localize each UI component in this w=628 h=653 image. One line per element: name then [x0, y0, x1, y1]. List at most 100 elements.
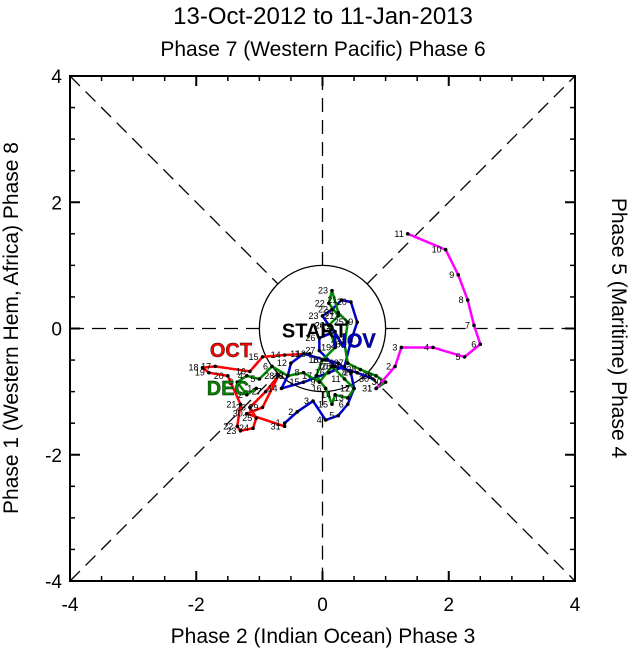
day-label: 22	[223, 421, 233, 431]
x-tick-label: 0	[317, 595, 328, 616]
day-point	[342, 342, 347, 347]
day-label: 18	[189, 363, 199, 373]
day-point	[333, 364, 337, 369]
day-label: 17	[201, 361, 211, 371]
day-label: 5	[329, 411, 334, 421]
day-point	[276, 374, 281, 378]
day-point	[248, 369, 252, 374]
day-point	[355, 370, 360, 375]
day-label: 15	[249, 352, 259, 362]
day-point	[301, 370, 306, 375]
bottom-phase-label: Phase 2 (Indian Ocean) Phase 3	[171, 625, 476, 648]
day-point	[342, 364, 347, 369]
day-point	[345, 361, 350, 366]
day-point	[336, 413, 341, 418]
day-point	[456, 273, 461, 277]
day-point	[330, 402, 334, 407]
day-point	[254, 416, 259, 420]
day-label: 16	[312, 383, 322, 393]
day-point	[405, 232, 410, 236]
day-point	[301, 351, 306, 356]
day-label: 20	[315, 320, 325, 330]
day-label: 8	[459, 295, 464, 305]
phase-divider-line	[366, 75, 576, 285]
day-label: 25	[334, 317, 344, 327]
day-point	[282, 424, 287, 429]
day-point	[349, 300, 353, 304]
amplitude-one-circle	[258, 264, 387, 393]
y-tick-label: 4	[51, 67, 62, 88]
day-label: 10	[312, 355, 322, 365]
day-label: 31	[362, 383, 372, 393]
day-label: 20	[214, 371, 224, 381]
day-label: 3	[304, 396, 309, 406]
day-label: 19	[321, 342, 331, 352]
month-label-nov: NOV	[332, 330, 376, 352]
day-label: 18	[308, 355, 318, 365]
day-label: 13	[334, 393, 344, 403]
day-point	[317, 336, 322, 340]
x-tick-label: -4	[62, 595, 79, 616]
start-label: START	[282, 320, 347, 342]
day-label: 9	[310, 377, 315, 387]
day-label: 17	[302, 371, 312, 381]
day-label: 11	[394, 229, 403, 239]
day-label: 24	[324, 308, 334, 318]
day-point	[282, 421, 287, 425]
day-point	[393, 364, 397, 369]
day-point	[260, 355, 265, 359]
day-point	[279, 386, 284, 391]
day-point	[336, 310, 341, 315]
day-label: 13	[274, 371, 284, 381]
day-label: 4	[238, 371, 243, 381]
day-label: 6	[263, 361, 268, 371]
day-point	[226, 374, 230, 378]
day-point	[345, 402, 350, 407]
day-point	[399, 345, 404, 350]
y-tick-label: 2	[51, 193, 62, 214]
day-label: 2	[238, 390, 243, 400]
day-point	[339, 298, 344, 302]
day-point	[308, 351, 312, 356]
day-label: 24	[239, 423, 249, 433]
day-label: 7	[345, 383, 350, 393]
day-point	[443, 247, 448, 252]
x-tick-label: 2	[443, 595, 454, 616]
day-label: 20	[337, 297, 347, 307]
day-label: 23	[226, 426, 236, 436]
day-label: 3	[392, 342, 397, 352]
day-label: 2	[386, 361, 391, 371]
day-point	[383, 380, 388, 384]
day-point	[235, 380, 240, 384]
day-label: 5	[250, 374, 255, 384]
day-label: 1	[367, 383, 372, 393]
day-point	[320, 358, 325, 362]
day-point	[327, 323, 331, 328]
day-label: 9	[449, 270, 454, 280]
day-point	[327, 301, 331, 306]
day-point	[336, 314, 341, 318]
day-point	[323, 418, 328, 422]
phase-divider-line	[69, 372, 279, 582]
day-point	[374, 374, 378, 378]
y-tick-label: -2	[45, 446, 62, 467]
day-label: 22	[318, 305, 328, 315]
day-label: 7	[279, 371, 284, 381]
day-point	[355, 320, 360, 324]
day-label: 29	[249, 402, 259, 412]
y-tick-label: 0	[51, 320, 62, 341]
day-label: 21	[327, 295, 337, 305]
day-point	[323, 386, 328, 391]
day-point	[289, 361, 293, 366]
day-label: 7	[465, 320, 470, 330]
day-label: 31	[271, 421, 281, 431]
day-label: 2	[288, 407, 293, 417]
day-point	[342, 377, 347, 381]
day-point	[323, 358, 328, 362]
month-label-oct: OCT	[210, 340, 252, 362]
day-point	[349, 370, 353, 375]
day-point	[207, 370, 211, 375]
day-point	[244, 374, 249, 378]
